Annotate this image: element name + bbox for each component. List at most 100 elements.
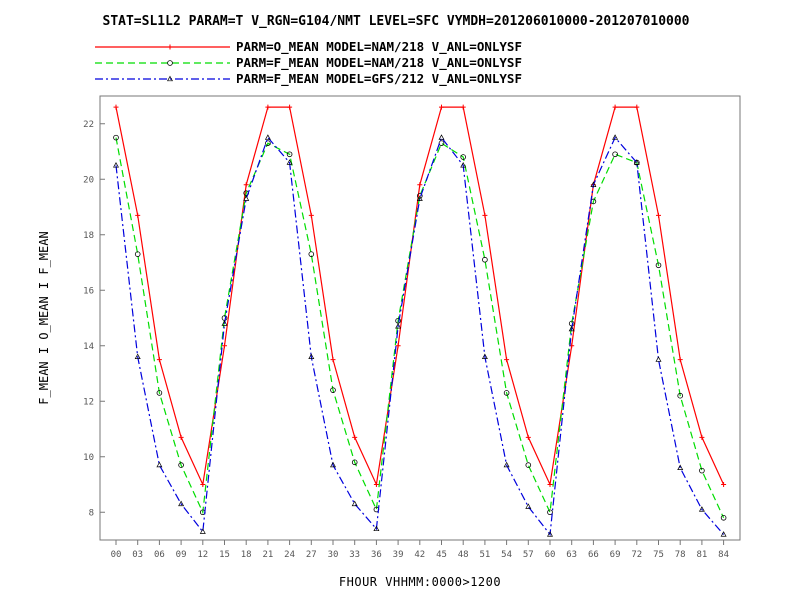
x-tick-label: 81 xyxy=(696,550,707,560)
x-tick-label: 33 xyxy=(349,550,360,560)
data-point xyxy=(286,159,293,165)
data-point xyxy=(265,140,271,146)
data-point xyxy=(265,104,271,110)
x-tick-label: 57 xyxy=(523,550,534,560)
x-tick-label: 12 xyxy=(197,550,208,560)
legend-item: PARM=F_MEAN MODEL=GFS/212 V_ANL=ONLYSF xyxy=(95,71,522,87)
data-point xyxy=(677,392,683,399)
data-point xyxy=(655,262,662,269)
x-tick-label: 30 xyxy=(328,550,339,560)
y-tick-label: 20 xyxy=(83,175,94,185)
legend-marker xyxy=(167,60,173,66)
x-tick-label: 48 xyxy=(458,550,469,560)
data-point xyxy=(503,461,510,468)
y-tick-label: 10 xyxy=(83,453,94,463)
x-axis-label: FHOUR VHHMM:0000>1200 xyxy=(339,575,501,589)
y-tick-label: 8 xyxy=(89,508,94,518)
data-point xyxy=(178,462,184,468)
y-axis-label: F_MEAN I O_MEAN I F_MEAN xyxy=(37,231,51,404)
data-point xyxy=(438,140,445,146)
series-line xyxy=(115,137,725,519)
data-point xyxy=(373,525,380,532)
data-point xyxy=(178,500,185,507)
legend-item: PARM=O_MEAN MODEL=NAM/218 V_ANL=ONLYSF xyxy=(95,39,522,55)
data-point xyxy=(698,506,705,512)
x-tick-label: 21 xyxy=(262,550,273,560)
data-point xyxy=(178,434,184,440)
data-point xyxy=(221,320,228,326)
data-point xyxy=(373,482,379,487)
data-point xyxy=(308,353,315,359)
data-point xyxy=(351,459,358,466)
legend: PARM=O_MEAN MODEL=NAM/218 V_ANL=ONLYSFPA… xyxy=(95,39,522,87)
legend-label: PARM=F_MEAN MODEL=NAM/218 V_ANL=ONLYSF xyxy=(236,55,522,71)
data-point xyxy=(352,434,358,440)
x-tick-label: 15 xyxy=(219,550,230,560)
series-3 xyxy=(113,134,727,537)
data-point xyxy=(416,193,423,199)
data-point xyxy=(395,343,401,349)
x-tick-label: 18 xyxy=(241,550,252,560)
data-point xyxy=(721,482,727,487)
data-point xyxy=(308,212,314,218)
y-tick-label: 12 xyxy=(83,397,94,407)
data-point xyxy=(287,104,293,110)
y-tick-label: 14 xyxy=(83,342,94,352)
data-point xyxy=(417,182,423,188)
plot-frame xyxy=(99,95,741,541)
y-tick-label: 22 xyxy=(83,120,94,130)
data-point xyxy=(416,195,423,201)
data-point xyxy=(677,357,683,363)
data-point xyxy=(156,461,163,468)
data-point xyxy=(568,325,575,332)
data-point xyxy=(656,212,661,218)
legend-item: PARM=F_MEAN MODEL=NAM/218 V_ANL=ONLYSF xyxy=(95,55,522,71)
x-tick-label: 69 xyxy=(610,550,621,560)
x-tick-label: 00 xyxy=(111,550,122,560)
data-point xyxy=(330,461,336,468)
data-point xyxy=(134,353,141,359)
data-point xyxy=(156,390,163,396)
x-tick-label: 54 xyxy=(501,550,512,560)
data-point xyxy=(351,500,358,507)
data-point xyxy=(525,462,532,468)
data-point xyxy=(200,482,206,487)
data-point xyxy=(308,251,315,257)
x-tick-label: 84 xyxy=(718,550,729,560)
x-tick-label: 27 xyxy=(306,550,317,560)
data-point xyxy=(504,357,510,363)
data-point xyxy=(199,528,206,534)
data-point xyxy=(525,503,532,509)
legend-marker xyxy=(167,75,173,82)
x-tick-label: 51 xyxy=(479,550,490,560)
data-point xyxy=(243,182,249,188)
data-point xyxy=(525,434,531,440)
data-point xyxy=(503,390,510,396)
data-point xyxy=(243,195,250,201)
data-point xyxy=(612,134,619,140)
x-tick-label: 72 xyxy=(631,550,642,560)
data-point xyxy=(655,356,662,362)
data-point xyxy=(264,134,271,140)
series-layer xyxy=(113,104,727,537)
x-tick-label: 03 xyxy=(132,550,143,560)
series-line xyxy=(115,106,725,487)
data-point xyxy=(156,357,162,363)
x-tick-label: 60 xyxy=(545,550,556,560)
x-tick-label: 42 xyxy=(414,550,425,560)
data-point xyxy=(720,531,727,537)
data-point xyxy=(330,387,336,393)
data-point xyxy=(481,353,488,359)
data-point xyxy=(590,181,597,187)
data-point xyxy=(395,322,402,329)
x-tick-label: 36 xyxy=(371,550,382,560)
data-point xyxy=(460,154,467,160)
data-point xyxy=(439,104,444,110)
data-point xyxy=(113,162,119,168)
data-point xyxy=(135,212,141,218)
legend-label: PARM=O_MEAN MODEL=NAM/218 V_ANL=ONLYSF xyxy=(236,39,522,55)
y-axis: 8 10 12 14 16 18 20 22 xyxy=(83,120,105,518)
series-2 xyxy=(113,134,727,521)
data-point xyxy=(677,464,684,470)
x-tick-label: 24 xyxy=(284,550,295,560)
